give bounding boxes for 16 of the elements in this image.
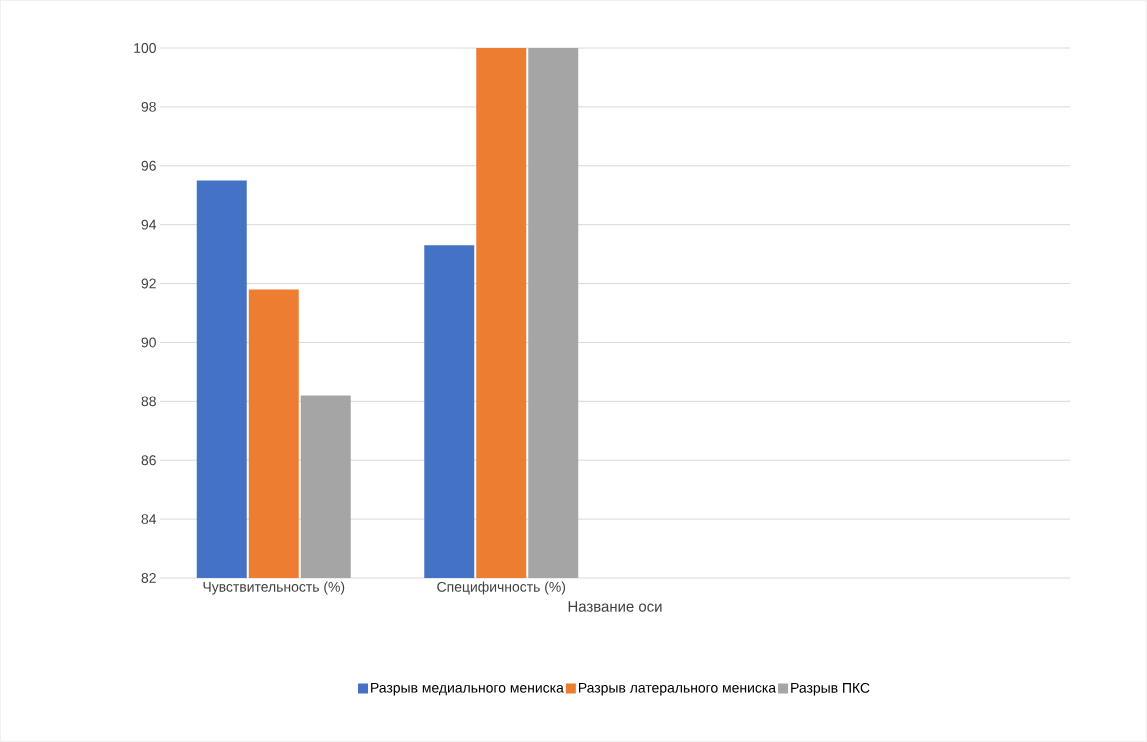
y-tick-label: 94 [141, 219, 157, 230]
y-tick-label: 82 [141, 573, 156, 583]
legend-label: Разрыв латерального мениска [578, 682, 777, 696]
legend-label: Разрыв медиального мениска [371, 682, 564, 696]
y-tick-label: 90 [141, 337, 156, 348]
y-tick-label: 98 [141, 101, 156, 112]
x-tick-label: Чувствительность (%) [203, 581, 345, 595]
legend-label: Разрыв ПКС [791, 682, 870, 696]
x-axis-title: Название оси [568, 601, 662, 612]
y-tick-label: 100 [134, 43, 156, 53]
y-tick-label: 92 [141, 278, 156, 289]
y-tick-label: 96 [141, 160, 156, 171]
y-tick-label: 88 [141, 396, 156, 407]
y-tick-label: 84 [141, 514, 157, 525]
y-tick-label: 86 [141, 455, 156, 466]
x-tick-label: Специфичность (%) [437, 581, 566, 595]
